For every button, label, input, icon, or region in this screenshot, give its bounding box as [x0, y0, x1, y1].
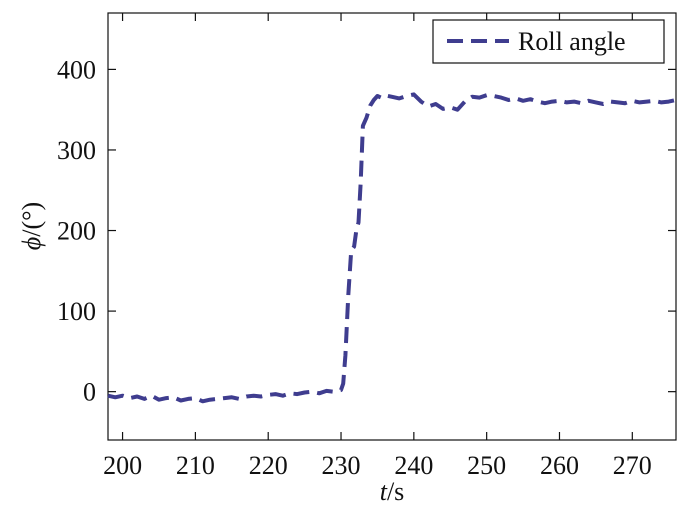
x-tick-label: 250	[467, 451, 506, 480]
y-tick-label: 100	[57, 297, 96, 326]
y-tick-label: 200	[57, 217, 96, 246]
y-tick-label: 0	[83, 378, 96, 407]
x-tick-label: 240	[394, 451, 433, 480]
y-axis-label: ϕ/(°)	[17, 202, 46, 250]
plot-frame	[107, 12, 677, 441]
x-tick-label: 260	[540, 451, 579, 480]
y-tick-label: 300	[57, 136, 96, 165]
y-tick-label: 400	[57, 55, 96, 84]
legend-label-roll-angle: Roll angle	[518, 27, 626, 56]
x-tick-label: 230	[322, 451, 361, 480]
x-tick-label: 270	[613, 451, 652, 480]
x-axis-label: t/s	[380, 477, 405, 506]
legend: Roll angle	[432, 19, 665, 64]
y-axis-ticks: 0 100 200 300 400	[57, 55, 676, 407]
x-tick-label: 210	[176, 451, 215, 480]
x-tick-label: 220	[249, 451, 288, 480]
x-axis-ticks: 200 210 220 230 240 250 260 270	[103, 13, 652, 480]
x-tick-label: 200	[103, 451, 142, 480]
series-line-roll-angle	[107, 92, 677, 404]
